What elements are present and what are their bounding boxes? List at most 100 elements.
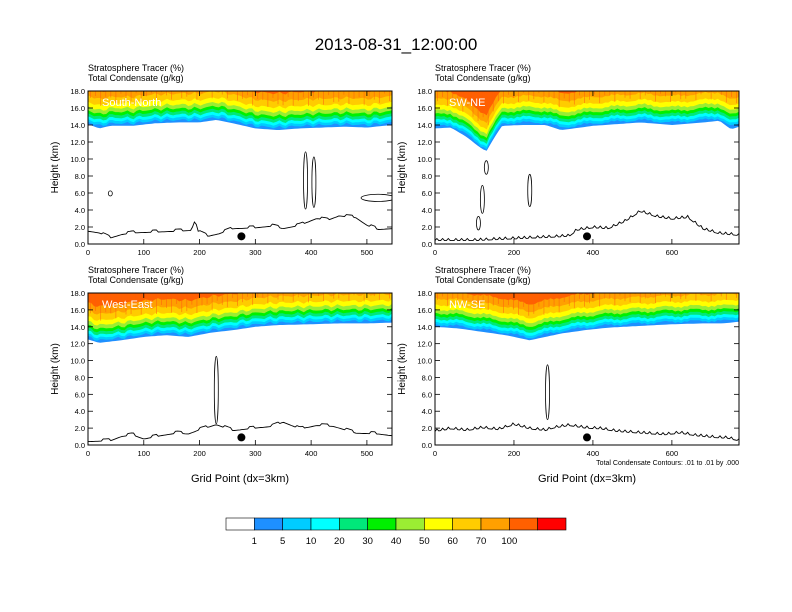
x-tick-label: 100: [138, 248, 151, 257]
x-tick-label: 300: [249, 449, 262, 458]
colorbar-swatch: [282, 517, 312, 531]
y-tick-label: 8.0: [75, 172, 85, 181]
x-tick-label: 0: [86, 449, 90, 458]
location-marker: [237, 433, 246, 442]
x-tick-label: 0: [433, 449, 437, 458]
y-axis-label: Height (km): [397, 142, 408, 194]
y-tick-label: 16.0: [70, 306, 85, 315]
y-tick-label: 18.0: [70, 87, 85, 96]
condensate-contour: [360, 193, 392, 202]
x-tick-label: 400: [587, 248, 600, 257]
y-tick-label: 4.0: [422, 206, 432, 215]
colorbar-label: 40: [391, 536, 402, 547]
y-tick-label: 2.0: [422, 223, 432, 232]
condensate-contour: [303, 151, 308, 210]
x-tick-label: 300: [249, 248, 262, 257]
colorbar: 1 5 10 20 30 40 50 60 70 100: [225, 517, 567, 547]
x-axis-label: Grid Point (dx=3km): [191, 473, 289, 485]
y-tick-label: 10.0: [70, 155, 85, 164]
x-axis-label: Grid Point (dx=3km): [538, 473, 636, 485]
header-line-2: Total Condensate (g/kg): [435, 275, 531, 285]
y-tick-label: 12.0: [417, 138, 432, 147]
colorbar-label: 30: [362, 536, 373, 547]
y-tick-label: 6.0: [75, 189, 85, 198]
plot-area: [435, 91, 739, 242]
terrain-line: [88, 421, 392, 443]
y-tick-label: 16.0: [417, 104, 432, 113]
y-axis-label: Height (km): [50, 343, 61, 395]
y-axis-label: Height (km): [50, 142, 61, 194]
y-tick-label: 0.0: [75, 441, 85, 450]
x-tick-label: 400: [305, 248, 318, 257]
condensate-contour: [545, 364, 550, 421]
y-tick-label: 8.0: [422, 373, 432, 382]
y-tick-label: 2.0: [75, 223, 85, 232]
tracer-band-8: [435, 91, 739, 130]
x-tick-label: 200: [193, 449, 206, 458]
colorbar-swatch: [395, 517, 425, 531]
y-tick-label: 10.0: [417, 357, 432, 366]
colorbar-swatch: [254, 517, 283, 531]
header-line-2: Total Condensate (g/kg): [435, 73, 531, 83]
y-tick-label: 6.0: [422, 189, 432, 198]
colorbar-swatch: [310, 517, 340, 531]
y-tick-label: 8.0: [75, 373, 85, 382]
condensate-contour: [476, 215, 481, 231]
panel-label: SW-NE: [449, 97, 485, 109]
header-line-2: Total Condensate (g/kg): [88, 73, 184, 83]
x-tick-label: 500: [361, 449, 374, 458]
figure-title: 2013-08-31_12:00:00: [315, 35, 478, 54]
condensate-contour: [483, 160, 489, 175]
colorbar-label: 70: [476, 536, 487, 547]
colorbar-label: 10: [306, 536, 317, 547]
tracer-band-9: [88, 91, 392, 103]
x-tick-label: 0: [433, 248, 437, 257]
y-tick-label: 12.0: [70, 340, 85, 349]
plot-area: [88, 91, 392, 241]
colorbar-label: 60: [447, 536, 458, 547]
colorbar-swatch: [339, 517, 368, 531]
y-tick-label: 4.0: [75, 206, 85, 215]
plot-frame: [87, 90, 393, 245]
condensate-contour: [213, 355, 219, 425]
y-tick-label: 12.0: [417, 340, 432, 349]
panel-label: South-North: [102, 97, 161, 109]
panel-label: NW-SE: [449, 299, 485, 311]
panel-south-north: South-North Stratosphere Tracer (%)Total …: [50, 63, 393, 257]
colorbar-label: 20: [334, 536, 345, 547]
contour-footnote: Total Condensate Contours: .01 to .01 by…: [596, 460, 739, 467]
y-tick-label: 8.0: [422, 172, 432, 181]
condensate-contour: [527, 173, 533, 208]
header-line-1: Stratosphere Tracer (%): [88, 265, 184, 275]
location-marker: [583, 232, 591, 241]
x-tick-label: 400: [305, 449, 318, 458]
x-tick-label: 200: [193, 248, 206, 257]
x-tick-label: 200: [508, 449, 521, 458]
x-tick-label: 600: [666, 449, 679, 458]
y-tick-label: 0.0: [422, 441, 432, 450]
y-tick-label: 2.0: [75, 424, 85, 433]
y-tick-label: 6.0: [75, 390, 85, 399]
colorbar-label: 100: [501, 536, 517, 547]
terrain-line: [88, 214, 392, 239]
location-marker: [583, 433, 591, 442]
y-tick-label: 2.0: [422, 424, 432, 433]
header-line-1: Stratosphere Tracer (%): [435, 265, 531, 275]
terrain-line: [435, 422, 739, 441]
colorbar-swatch: [367, 517, 397, 531]
y-axis-label: Height (km): [397, 343, 408, 395]
plot-frame: [87, 292, 393, 446]
colorbar-swatch: [509, 517, 538, 531]
tracer-band-10: [435, 91, 739, 116]
y-tick-label: 12.0: [70, 138, 85, 147]
x-tick-label: 0: [86, 248, 90, 257]
y-tick-label: 18.0: [417, 289, 432, 298]
colorbar-swatch: [452, 517, 482, 531]
colorbar-swatch: [424, 517, 453, 531]
y-tick-label: 18.0: [417, 87, 432, 96]
y-tick-label: 6.0: [422, 390, 432, 399]
panel-west-east: West-East Stratosphere Tracer (%)Total Co…: [50, 265, 393, 485]
condensate-contour: [479, 184, 485, 214]
